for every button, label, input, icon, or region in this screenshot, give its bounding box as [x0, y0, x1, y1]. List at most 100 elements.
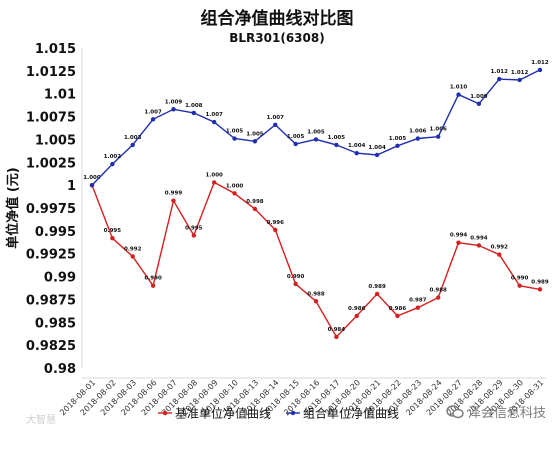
data-label: 1.006	[409, 129, 427, 135]
y-tick-label: 0.9975	[26, 202, 76, 217]
legend-marker-2	[290, 410, 296, 416]
data-label: 1.005	[226, 129, 244, 135]
data-point	[313, 299, 319, 304]
data-point	[110, 235, 115, 241]
data-label: 0.992	[491, 245, 509, 251]
data-point	[537, 67, 543, 73]
data-point	[537, 287, 543, 292]
data-point	[150, 283, 156, 288]
data-point	[171, 107, 176, 112]
data-point	[273, 122, 278, 128]
data-point	[334, 142, 339, 148]
data-label: 1.005	[287, 134, 305, 140]
data-label: 1.000	[226, 183, 244, 189]
data-point	[232, 136, 237, 141]
data-label: 1.005	[389, 136, 407, 142]
data-point	[435, 134, 441, 139]
data-point	[415, 305, 421, 310]
data-point	[435, 295, 441, 300]
data-label: 1.000	[205, 172, 223, 178]
data-point	[191, 110, 197, 116]
data-point	[374, 291, 380, 297]
data-label: 0.989	[368, 284, 386, 290]
chart-title: 组合净值曲线对比图	[200, 9, 354, 29]
y-tick-label: 0.98	[44, 362, 76, 377]
data-point	[89, 182, 95, 188]
data-point	[497, 252, 502, 257]
data-point	[374, 152, 380, 158]
y-tick-label: 1.01	[44, 88, 76, 103]
data-label: 1.012	[491, 69, 509, 75]
data-label: 0.996	[267, 220, 285, 226]
data-point	[211, 180, 217, 185]
y-tick-label: 1.0125	[26, 65, 76, 80]
y-tick-label: 0.99	[44, 271, 76, 286]
data-label: 1.007	[144, 109, 162, 115]
data-point	[354, 313, 359, 319]
data-label: 0.986	[389, 306, 407, 312]
legend-label-2: 组合单位净值曲线	[303, 406, 399, 421]
data-point	[354, 150, 359, 156]
data-point	[313, 137, 319, 142]
data-point	[130, 142, 135, 148]
y-tick-label: 0.9925	[26, 248, 76, 263]
y-tick-label: 0.995	[35, 225, 76, 240]
data-label: 0.998	[246, 199, 264, 205]
data-point	[273, 227, 278, 233]
data-label: 0.999	[165, 191, 183, 197]
data-label: 0.989	[531, 279, 549, 285]
y-tick-label: 1.015	[35, 42, 76, 57]
data-label: 0.994	[470, 235, 488, 241]
data-label: 1.005	[246, 131, 264, 137]
y-tick-label: 1.005	[35, 133, 76, 148]
data-label: 1.009	[470, 94, 488, 100]
y-tick-label: 0.985	[35, 316, 76, 331]
series-line-2	[91, 69, 541, 186]
data-label: 0.984	[328, 327, 346, 333]
data-point	[252, 206, 258, 212]
data-label: 1.005	[307, 129, 325, 135]
data-point	[517, 283, 522, 288]
data-point	[252, 139, 258, 144]
data-label: 1.012	[511, 70, 529, 76]
data-point	[395, 143, 400, 149]
data-label: 0.990	[511, 276, 529, 282]
data-point	[334, 334, 339, 340]
data-point	[110, 161, 115, 167]
data-point	[476, 101, 482, 106]
data-point	[171, 198, 176, 203]
data-point	[456, 92, 461, 97]
data-label: 1.007	[205, 112, 223, 118]
data-point	[476, 243, 482, 248]
data-label: 0.995	[185, 225, 203, 231]
y-tick-label: 0.9875	[26, 293, 76, 308]
y-axis-title: 单位净值 (元)	[5, 167, 21, 248]
data-point	[497, 76, 502, 82]
data-label: 1.004	[368, 145, 386, 151]
y-tick-label: 0.9825	[26, 339, 76, 354]
data-point	[395, 313, 400, 319]
data-label: 1.009	[165, 99, 183, 105]
data-label: 0.990	[144, 276, 162, 282]
data-point	[456, 240, 461, 245]
data-label: 1.007	[267, 115, 285, 121]
data-label: 1.012	[531, 60, 549, 66]
data-point	[517, 77, 522, 83]
data-label: 0.995	[104, 228, 122, 234]
data-label: 1.006	[429, 127, 447, 133]
watermark: 大智慧	[26, 415, 56, 426]
data-point	[293, 141, 298, 147]
data-label: 0.988	[307, 291, 325, 297]
data-label: 0.994	[450, 233, 468, 239]
data-label: 0.986	[348, 306, 366, 312]
brand-name: 泽会信息科技	[468, 406, 547, 421]
data-label: 1.008	[185, 103, 203, 109]
data-label: 0.987	[409, 298, 427, 304]
data-label: 1.002	[104, 154, 122, 160]
data-label: 0.990	[287, 274, 305, 280]
data-point	[211, 119, 217, 125]
data-label: 1.003	[124, 135, 142, 141]
data-point	[191, 233, 197, 238]
y-tick-label: 1	[67, 179, 76, 194]
